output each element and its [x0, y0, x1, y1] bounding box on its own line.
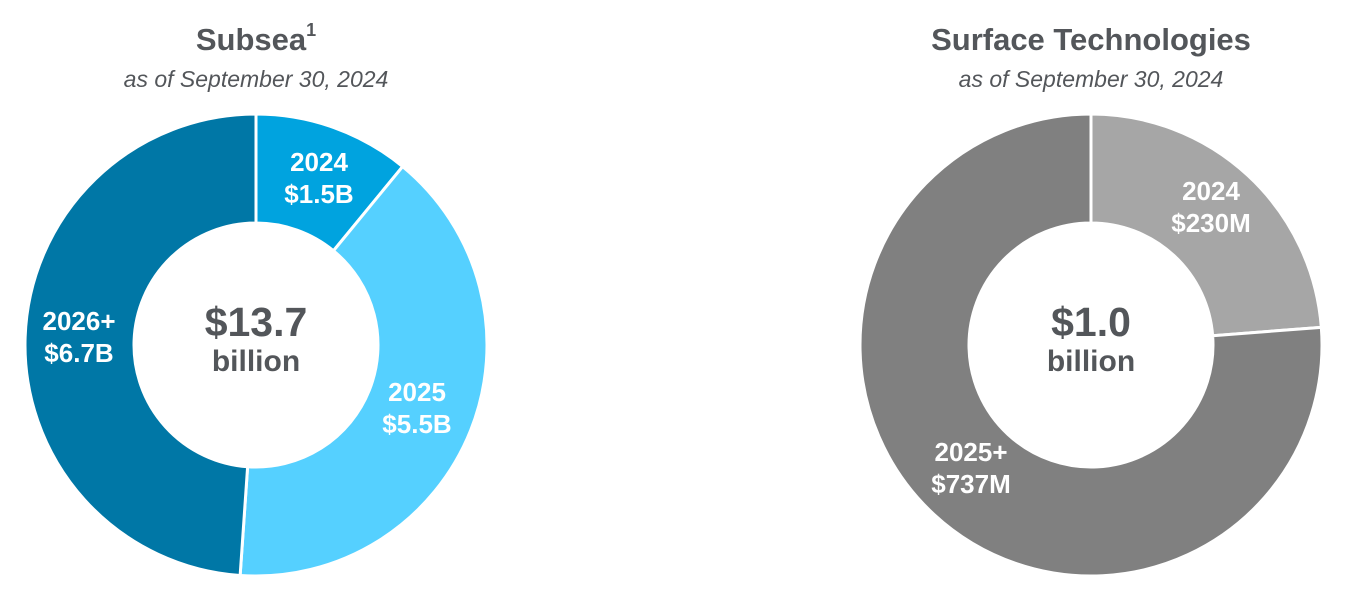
donut-slice-2025-plus	[858, 112, 1324, 578]
donut-svg	[858, 112, 1324, 578]
center-total: $13.7 billion	[204, 299, 308, 378]
slice-label-2024: 2024 $1.5B	[284, 147, 354, 209]
chart-subtitle: as of September 30, 2024	[958, 66, 1224, 92]
slice-label-2026: 2026+ $6.7B	[42, 306, 116, 368]
donut-slice-2026-plus	[23, 112, 258, 578]
subsea-chart: Subsea1 as of September 30, 2024 $13.7 b…	[0, 0, 516, 597]
surface-technologies-chart: Surface Technologies as of September 30,…	[831, 0, 1351, 597]
chart-subtitle: as of September 30, 2024	[123, 66, 389, 92]
slice-label-2025: 2025 $5.5B	[382, 377, 452, 439]
donut-svg	[23, 112, 489, 578]
chart-title: Surface Technologies	[931, 22, 1251, 57]
donut-slice-2025	[238, 164, 489, 578]
donut-slice-2024	[1089, 112, 1323, 338]
chart-title: Subsea1	[195, 20, 317, 57]
slice-label-2024: 2024 $230M	[1171, 176, 1251, 238]
slice-label-2025: 2025+ $737M	[931, 437, 1011, 499]
center-total: $1.0 billion	[1046, 299, 1136, 378]
